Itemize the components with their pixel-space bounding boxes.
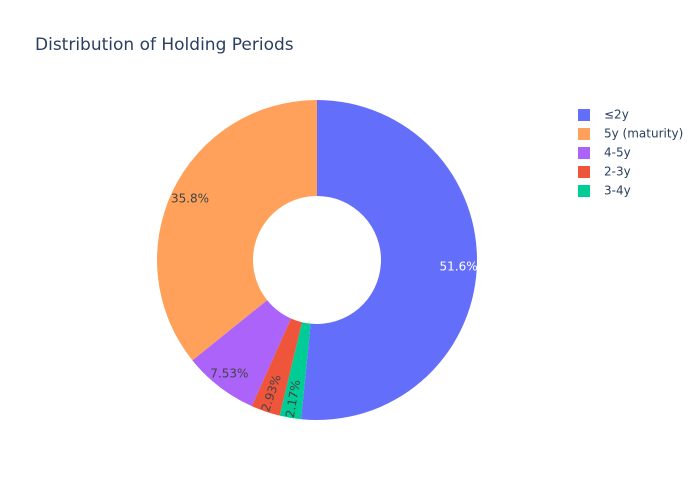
slice-5y-maturity[interactable] [157,100,317,361]
legend-label: ≤2y [604,108,629,122]
legend-swatch [578,147,590,159]
legend-swatch [578,185,590,197]
donut-slices [157,100,477,420]
legend-item-5y-maturity[interactable]: 5y (maturity) [578,127,683,141]
legend-item-4-5y[interactable]: 4-5y [578,146,631,160]
legend-label: 4-5y [604,146,631,160]
slice-2-3y[interactable] [251,318,303,416]
legend-item-2-3y[interactable]: 2-3y [578,165,631,179]
chart-title: Distribution of Holding Periods [35,35,294,55]
slice-4-5y[interactable] [192,300,291,407]
legend-label: 2-3y [604,165,631,179]
slice-label-3-4y: 2.17% [283,379,303,419]
legend-swatch [578,109,590,121]
legend-label: 3-4y [604,184,631,198]
slice-label-5y-maturity: 35.8% [171,192,209,206]
slice-le2y[interactable] [301,100,477,420]
legend-swatch [578,128,590,140]
slice-3-4y[interactable] [279,322,311,420]
legend-item-le2y[interactable]: ≤2y [578,108,629,122]
legend-label: 5y (maturity) [604,127,683,141]
legend: ≤2y 5y (maturity) 4-5y 2-3y 3-4y [578,108,683,198]
legend-item-3-4y[interactable]: 3-4y [578,184,631,198]
slice-label-le2y: 51.6% [440,260,478,274]
legend-swatch [578,166,590,178]
slice-label-4-5y: 7.53% [210,366,248,380]
